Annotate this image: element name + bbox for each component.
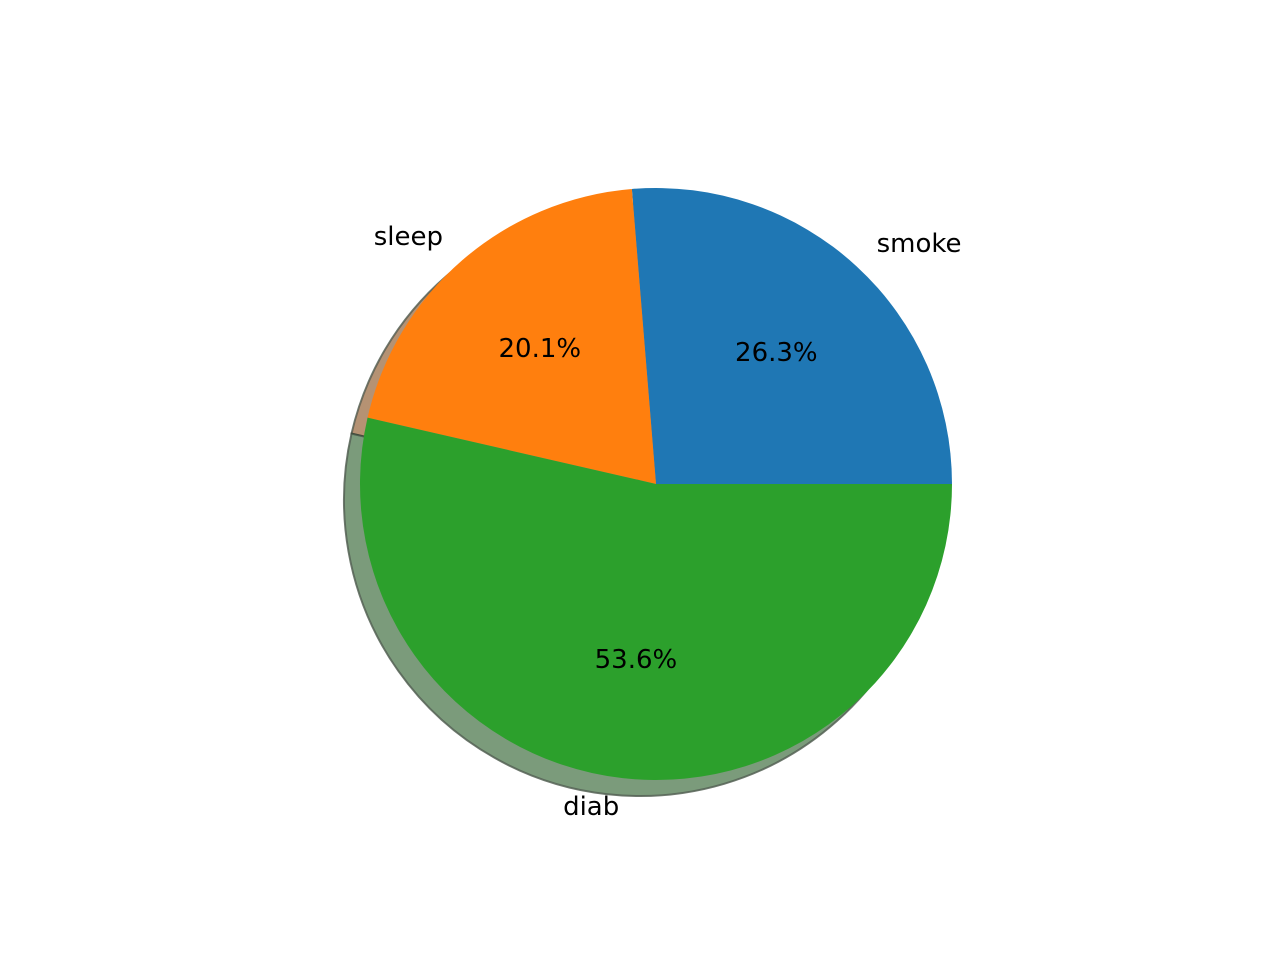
- pct-label-sleep: 20.1%: [499, 334, 582, 364]
- slice-label-diab: diab: [563, 792, 619, 822]
- slice-label-sleep: sleep: [374, 222, 443, 252]
- slice-label-smoke: smoke: [877, 229, 962, 259]
- pie-slice-sleep: [367, 188, 656, 485]
- pct-label-smoke: 26.3%: [735, 338, 818, 368]
- pie-slices: [360, 188, 952, 780]
- pct-label-diab: 53.6%: [595, 645, 678, 675]
- pie-labels: smoke 26.3% sleep 20.1% diab 53.6%: [374, 222, 962, 822]
- pie-slice-diab: [360, 417, 952, 780]
- pie-slice-smoke: [631, 188, 952, 484]
